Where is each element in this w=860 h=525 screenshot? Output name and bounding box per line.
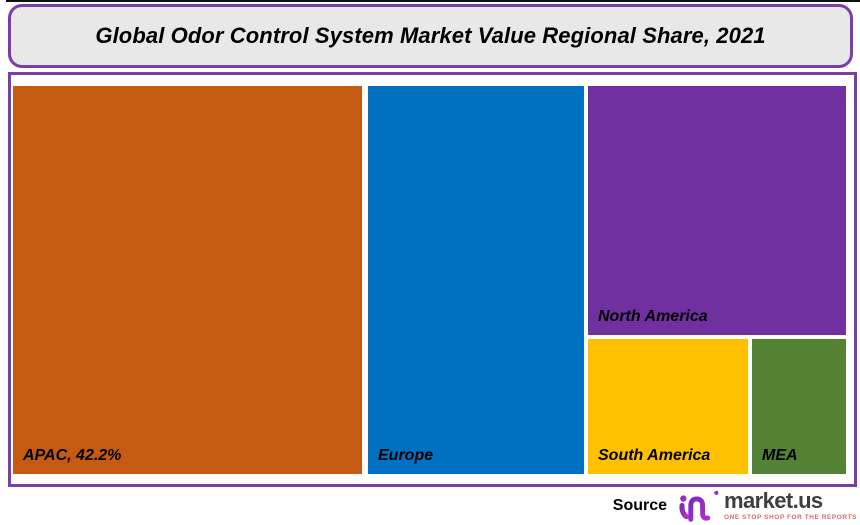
title-box: Global Odor Control System Market Value … (8, 4, 853, 68)
top-border-line (6, 0, 860, 2)
treemap-label-mea: MEA (762, 447, 798, 464)
treemap-block-south-america: South America (588, 339, 748, 474)
brand-name: market.us (724, 488, 823, 514)
brand-tagline: ONE STOP SHOP FOR THE REPORTS (724, 513, 857, 521)
marketus-logo-text: market.us ONE STOP SHOP FOR THE REPORTS (724, 488, 857, 521)
treemap-label-europe: Europe (378, 447, 434, 464)
treemap-label-north-america: North America (598, 308, 708, 325)
treemap-label-south-america: South America (598, 447, 711, 464)
source-label: Source (612, 496, 668, 514)
source-attribution: Source market.us ONE STOP SHOP FOR (613, 486, 857, 525)
treemap-block-europe: Europe (368, 86, 584, 474)
chart-title: Global Odor Control System Market Value … (95, 23, 766, 48)
treemap-block-north-america: North America (588, 86, 846, 335)
treemap-chart: APAC, 42.2% Europe North America South A… (8, 72, 857, 487)
marketus-logo-icon (679, 490, 719, 522)
treemap-block-mea: MEA (752, 339, 846, 474)
treemap-block-apac: APAC, 42.2% (13, 86, 362, 474)
treemap-label-apac: APAC, 42.2% (23, 447, 122, 464)
